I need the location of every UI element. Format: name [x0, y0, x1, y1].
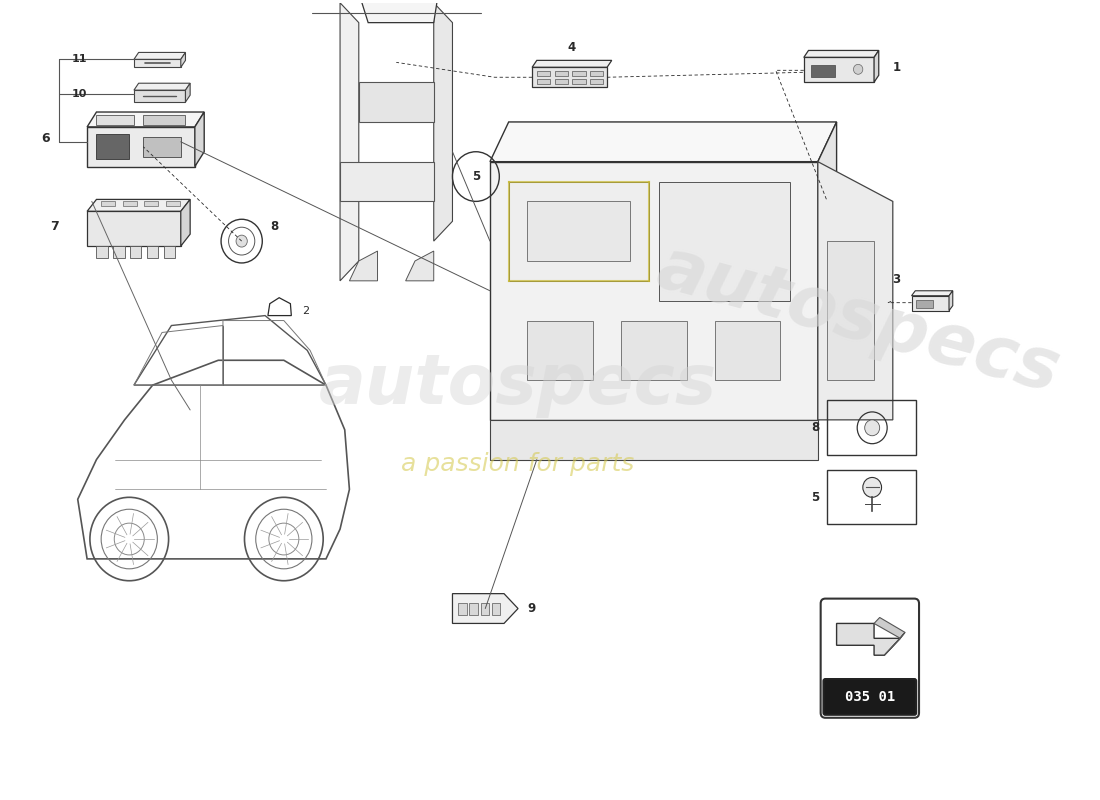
Text: 2: 2 [302, 306, 310, 316]
Text: 3: 3 [892, 273, 900, 286]
Polygon shape [350, 251, 377, 281]
Text: 5: 5 [812, 491, 820, 504]
Circle shape [854, 64, 862, 74]
FancyBboxPatch shape [591, 71, 603, 76]
FancyBboxPatch shape [827, 241, 875, 380]
Polygon shape [147, 246, 158, 258]
FancyBboxPatch shape [554, 79, 568, 84]
Text: 10: 10 [72, 89, 87, 99]
FancyBboxPatch shape [143, 137, 180, 157]
Polygon shape [350, 0, 443, 22]
Polygon shape [490, 420, 818, 459]
Polygon shape [532, 67, 607, 87]
Polygon shape [87, 199, 190, 211]
FancyBboxPatch shape [572, 79, 585, 84]
Polygon shape [134, 83, 190, 90]
Polygon shape [912, 296, 949, 310]
Text: 8: 8 [270, 220, 278, 233]
Polygon shape [818, 162, 893, 420]
Text: 4: 4 [568, 42, 575, 54]
FancyBboxPatch shape [97, 134, 130, 158]
Polygon shape [884, 632, 905, 655]
FancyBboxPatch shape [123, 202, 136, 206]
Polygon shape [134, 59, 180, 67]
FancyBboxPatch shape [537, 71, 550, 76]
Polygon shape [113, 246, 124, 258]
Polygon shape [87, 211, 180, 246]
Text: 11: 11 [72, 54, 87, 64]
Polygon shape [97, 246, 108, 258]
Polygon shape [804, 58, 875, 82]
Polygon shape [180, 199, 190, 246]
Polygon shape [433, 2, 452, 241]
Text: 9: 9 [527, 602, 536, 615]
FancyBboxPatch shape [824, 679, 916, 714]
FancyBboxPatch shape [166, 202, 179, 206]
Polygon shape [359, 82, 433, 122]
FancyBboxPatch shape [621, 321, 686, 380]
Text: autospecs: autospecs [649, 234, 1067, 407]
FancyBboxPatch shape [508, 182, 649, 281]
FancyBboxPatch shape [143, 115, 186, 125]
FancyBboxPatch shape [659, 182, 790, 301]
Polygon shape [837, 623, 900, 655]
Text: 7: 7 [51, 220, 59, 233]
FancyBboxPatch shape [527, 321, 593, 380]
Polygon shape [532, 60, 612, 67]
FancyBboxPatch shape [470, 602, 477, 614]
Circle shape [236, 235, 248, 247]
FancyBboxPatch shape [458, 602, 466, 614]
FancyBboxPatch shape [715, 321, 780, 380]
FancyBboxPatch shape [144, 202, 158, 206]
Polygon shape [452, 594, 518, 623]
Text: 8: 8 [812, 422, 820, 434]
FancyBboxPatch shape [554, 71, 568, 76]
FancyBboxPatch shape [481, 602, 490, 614]
FancyBboxPatch shape [537, 79, 550, 84]
Polygon shape [87, 112, 205, 127]
Polygon shape [195, 112, 205, 166]
FancyBboxPatch shape [812, 66, 835, 78]
FancyBboxPatch shape [492, 602, 500, 614]
FancyBboxPatch shape [101, 202, 116, 206]
Text: autospecs: autospecs [319, 350, 717, 418]
Circle shape [865, 420, 880, 436]
Polygon shape [818, 122, 837, 420]
FancyBboxPatch shape [916, 300, 933, 308]
FancyBboxPatch shape [527, 202, 630, 261]
Polygon shape [490, 162, 818, 420]
FancyBboxPatch shape [591, 79, 603, 84]
Polygon shape [130, 246, 142, 258]
FancyBboxPatch shape [821, 598, 918, 718]
Polygon shape [164, 246, 175, 258]
Polygon shape [186, 83, 190, 102]
Circle shape [862, 478, 881, 498]
Polygon shape [490, 122, 837, 162]
Polygon shape [340, 162, 433, 202]
Polygon shape [134, 53, 186, 59]
Text: 6: 6 [41, 132, 50, 146]
Polygon shape [134, 90, 186, 102]
Polygon shape [804, 50, 879, 58]
Polygon shape [180, 53, 186, 67]
Text: 1: 1 [893, 61, 901, 74]
Polygon shape [874, 618, 905, 638]
Text: 035 01: 035 01 [845, 690, 895, 704]
Polygon shape [912, 290, 953, 296]
FancyBboxPatch shape [97, 115, 134, 125]
Polygon shape [949, 290, 953, 310]
FancyBboxPatch shape [572, 71, 585, 76]
Polygon shape [87, 127, 195, 166]
Text: 5: 5 [472, 170, 480, 183]
Polygon shape [406, 251, 433, 281]
Polygon shape [874, 50, 879, 82]
Text: a passion for parts: a passion for parts [402, 451, 635, 475]
Polygon shape [340, 2, 359, 281]
